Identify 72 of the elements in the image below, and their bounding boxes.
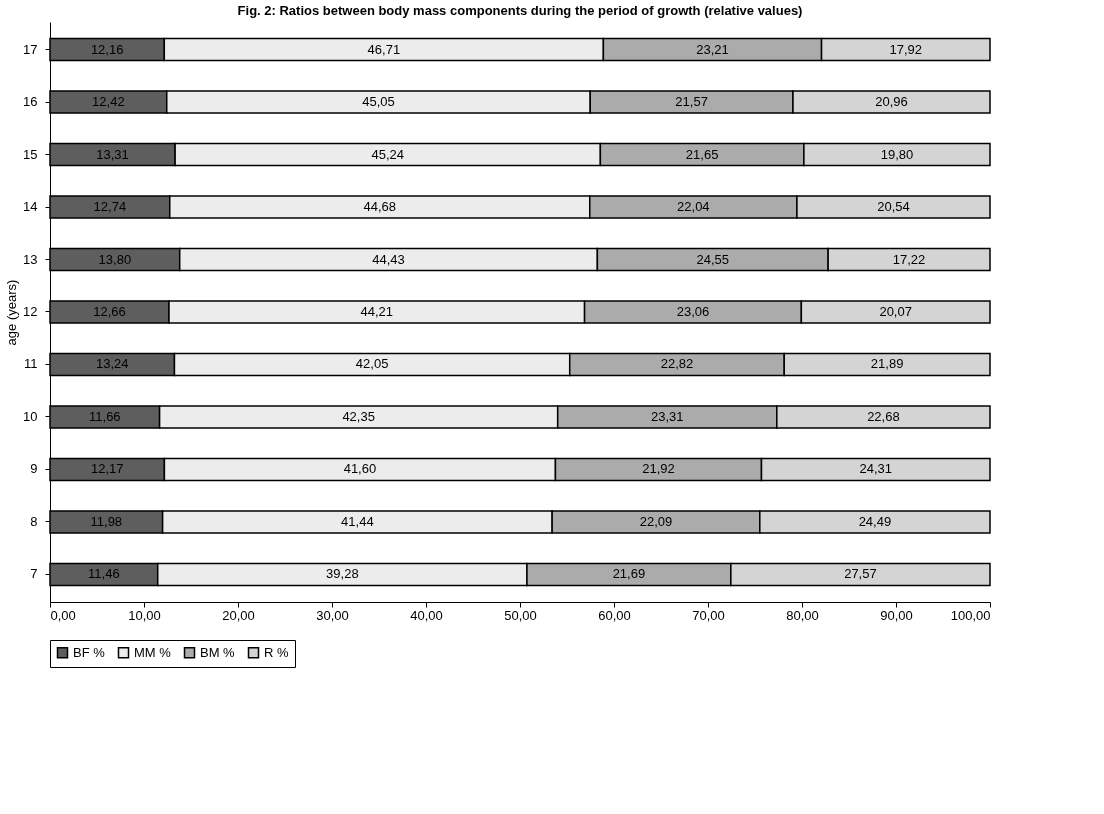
data-label: 21,92 <box>642 461 675 477</box>
data-label: 17,92 <box>889 41 923 57</box>
data-label: 19,80 <box>880 146 914 162</box>
data-label: 21,69 <box>612 566 646 582</box>
y-tick-label: 11 <box>24 356 38 372</box>
data-label: 11,46 <box>88 566 120 582</box>
y-axis-title: age (years) <box>4 279 20 346</box>
data-label: 46,71 <box>367 41 401 57</box>
x-tick-label: 20,00 <box>222 607 255 623</box>
y-tick-label: 8 <box>30 513 38 529</box>
data-label: 21,65 <box>685 146 719 162</box>
data-label: 39,28 <box>326 566 359 582</box>
data-label: 41,60 <box>343 461 377 477</box>
data-label: 13,80 <box>98 251 132 267</box>
legend-label: BF % <box>73 644 106 660</box>
legend-label: BM % <box>200 644 236 660</box>
x-tick-label: 60,00 <box>598 607 631 623</box>
y-tick-label: 7 <box>30 566 38 582</box>
y-tick-label: 16 <box>23 94 38 110</box>
data-label: 22,09 <box>639 513 673 529</box>
data-label: 13,24 <box>95 356 129 372</box>
data-label: 23,06 <box>676 304 710 319</box>
x-tick-label: 50,00 <box>504 607 537 623</box>
chart-title: Fig. 2: Ratios between body mass components during the period of growth (relative values) <box>237 3 803 18</box>
data-label: 20,54 <box>877 199 910 215</box>
x-tick-label: 80,00 <box>786 607 819 623</box>
data-label: 24,31 <box>859 461 893 477</box>
data-label: 12,66 <box>93 304 126 319</box>
y-tick-label: 10 <box>23 408 38 424</box>
y-tick-label: 13 <box>23 251 38 267</box>
data-label: 44,21 <box>360 304 394 319</box>
data-label: 42,35 <box>342 408 375 424</box>
data-label: 22,04 <box>677 199 710 215</box>
data-label: 11,98 <box>90 513 123 529</box>
data-label: 23,31 <box>650 408 684 424</box>
data-label: 20,07 <box>879 304 912 319</box>
x-tick-label: 10,00 <box>128 607 161 623</box>
data-label: 21,89 <box>870 356 904 372</box>
data-label: 22,68 <box>867 408 900 424</box>
data-label: 13,31 <box>96 146 129 162</box>
data-label: 21,57 <box>675 94 708 110</box>
data-label: 12,42 <box>92 94 125 110</box>
x-tick-label: 90,00 <box>880 607 913 623</box>
data-label: 44,43 <box>372 251 405 267</box>
y-tick-label: 15 <box>23 146 38 162</box>
y-tick-label: 12 <box>23 304 38 319</box>
data-label: 23,21 <box>696 41 729 57</box>
data-label: 41,44 <box>341 513 374 529</box>
data-label: 22,82 <box>660 356 694 372</box>
y-tick-label: 14 <box>23 199 38 215</box>
data-label: 12,16 <box>90 41 124 57</box>
data-label: 45,05 <box>362 94 395 110</box>
data-label: 11,66 <box>89 408 121 424</box>
x-tick-label: 70,00 <box>692 607 725 623</box>
y-tick-label: 17 <box>23 41 38 57</box>
data-label: 20,96 <box>875 94 908 110</box>
x-tick-label: 30,00 <box>316 607 349 623</box>
data-label: 12,74 <box>93 199 127 215</box>
data-label: 12,17 <box>90 461 124 477</box>
x-tick-label: 0,00 <box>50 607 76 623</box>
legend-label: MM % <box>134 644 172 660</box>
data-label: 24,55 <box>696 251 730 267</box>
y-tick-label: 9 <box>30 461 38 477</box>
data-label: 24,49 <box>858 513 892 529</box>
x-tick-label: 40,00 <box>410 607 443 623</box>
data-label: 45,24 <box>371 146 405 162</box>
data-label: 44,68 <box>363 199 397 215</box>
legend-label: R % <box>264 644 289 660</box>
x-tick-label: 100,00 <box>950 607 991 623</box>
data-label: 17,22 <box>892 251 926 267</box>
data-label: 42,05 <box>355 356 389 372</box>
data-label: 27,57 <box>844 566 877 582</box>
